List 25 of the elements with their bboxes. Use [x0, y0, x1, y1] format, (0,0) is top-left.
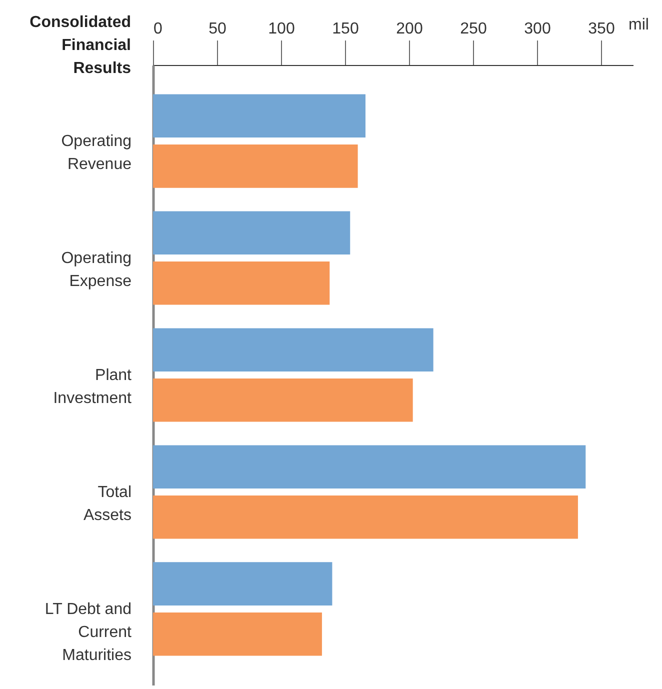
x-tick-label: 100 — [268, 20, 295, 38]
bar — [153, 144, 358, 188]
bar — [153, 262, 330, 305]
x-tick-label: 200 — [396, 20, 423, 38]
bar — [153, 496, 578, 539]
x-tick-label: 0 — [154, 20, 162, 38]
x-tick-label: 300 — [524, 20, 551, 38]
bar — [153, 94, 366, 138]
x-tick-label: 350 — [588, 20, 615, 38]
y-tick-label: Total Assets — [83, 484, 132, 524]
y-tick-label: Operating Revenue — [61, 133, 132, 174]
bar — [153, 328, 434, 372]
y-tick-label: LT Debt and Current Maturities — [44, 600, 132, 664]
x-tick-label: 50 — [208, 20, 226, 38]
bar — [153, 445, 586, 488]
bar — [153, 378, 413, 422]
x-axis-title: mil — [628, 16, 649, 34]
y-tick-label: Plant Investment — [53, 367, 132, 407]
bar — [153, 612, 322, 656]
bar — [153, 562, 332, 606]
chart-title: Consolidated Financial Results — [30, 14, 132, 77]
x-tick-label: 250 — [460, 20, 487, 38]
x-tick-label: 150 — [332, 20, 359, 38]
bar — [153, 211, 350, 254]
y-tick-label: Operating Expense — [61, 250, 132, 290]
